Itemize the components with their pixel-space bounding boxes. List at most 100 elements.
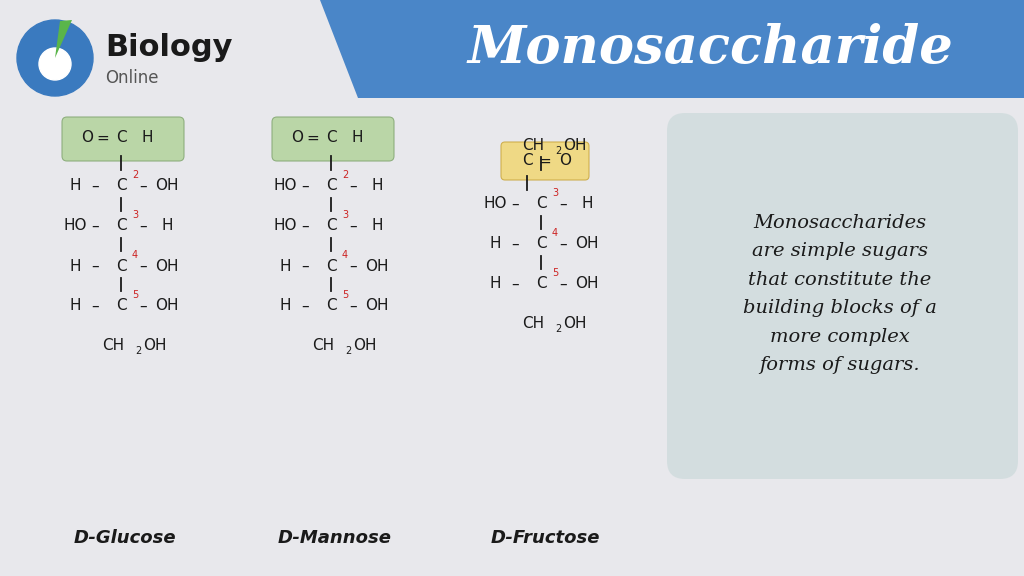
Text: OH: OH <box>563 316 587 332</box>
Text: OH: OH <box>143 339 167 354</box>
Text: 3: 3 <box>132 210 138 220</box>
Text: HO: HO <box>63 218 87 233</box>
Text: 3: 3 <box>552 188 558 198</box>
Text: –: – <box>511 196 519 211</box>
Text: 4: 4 <box>132 250 138 260</box>
Text: OH: OH <box>366 298 389 313</box>
Text: HO: HO <box>273 218 297 233</box>
Text: C: C <box>116 259 126 274</box>
Text: –: – <box>559 237 567 252</box>
Text: CH: CH <box>522 316 544 332</box>
Text: –: – <box>511 237 519 252</box>
Text: 2: 2 <box>345 346 351 356</box>
Text: H: H <box>280 259 291 274</box>
Text: 2: 2 <box>132 170 138 180</box>
FancyBboxPatch shape <box>501 142 589 180</box>
Text: OH: OH <box>156 259 179 274</box>
Text: OH: OH <box>353 339 377 354</box>
Text: H: H <box>141 131 153 146</box>
Text: HO: HO <box>483 196 507 211</box>
Text: =: = <box>306 131 319 146</box>
Text: H: H <box>489 237 501 252</box>
Text: –: – <box>559 196 567 211</box>
Text: OH: OH <box>156 179 179 194</box>
Circle shape <box>17 20 93 96</box>
Text: C: C <box>536 196 547 211</box>
Text: –: – <box>91 298 98 313</box>
Text: –: – <box>91 259 98 274</box>
Text: C: C <box>326 179 336 194</box>
Text: OH: OH <box>156 298 179 313</box>
Text: H: H <box>161 218 173 233</box>
Text: 5: 5 <box>552 268 558 278</box>
Text: 2: 2 <box>555 146 561 156</box>
Text: –: – <box>349 259 356 274</box>
Text: D-Fructose: D-Fructose <box>490 529 600 547</box>
Text: –: – <box>91 179 98 194</box>
Text: O: O <box>81 131 93 146</box>
Text: –: – <box>301 298 309 313</box>
Text: D-Glucose: D-Glucose <box>74 529 176 547</box>
Text: 3: 3 <box>342 210 348 220</box>
Text: Online: Online <box>105 69 159 87</box>
Text: H: H <box>70 298 81 313</box>
Text: –: – <box>301 259 309 274</box>
Text: 2: 2 <box>555 324 561 334</box>
Text: C: C <box>536 276 547 291</box>
Text: Monosaccharide: Monosaccharide <box>467 24 953 74</box>
Text: –: – <box>511 276 519 291</box>
Text: =: = <box>539 153 551 169</box>
Text: O: O <box>559 153 571 169</box>
Text: H: H <box>372 218 383 233</box>
Text: 2: 2 <box>135 346 141 356</box>
Text: 4: 4 <box>552 228 558 238</box>
Polygon shape <box>55 20 72 58</box>
Text: C: C <box>326 218 336 233</box>
Text: C: C <box>116 218 126 233</box>
Text: –: – <box>139 259 146 274</box>
Text: –: – <box>349 298 356 313</box>
FancyBboxPatch shape <box>272 117 394 161</box>
Text: 5: 5 <box>132 290 138 300</box>
Text: C: C <box>326 259 336 274</box>
Text: OH: OH <box>366 259 389 274</box>
Text: –: – <box>559 276 567 291</box>
Text: HO: HO <box>273 179 297 194</box>
Text: –: – <box>139 218 146 233</box>
Text: =: = <box>96 131 110 146</box>
Text: H: H <box>489 276 501 291</box>
Text: C: C <box>116 298 126 313</box>
Text: Monosaccharides
are simple sugars
that constitute the
building blocks of a
more : Monosaccharides are simple sugars that c… <box>743 214 937 374</box>
Text: OH: OH <box>575 276 599 291</box>
FancyBboxPatch shape <box>667 113 1018 479</box>
Text: –: – <box>91 218 98 233</box>
Text: C: C <box>116 131 126 146</box>
Text: H: H <box>351 131 362 146</box>
Text: H: H <box>70 259 81 274</box>
Text: H: H <box>280 298 291 313</box>
Text: H: H <box>70 179 81 194</box>
Text: –: – <box>139 298 146 313</box>
Text: C: C <box>116 179 126 194</box>
Text: C: C <box>536 237 547 252</box>
Text: H: H <box>372 179 383 194</box>
Text: Biology: Biology <box>105 33 232 63</box>
Text: 5: 5 <box>342 290 348 300</box>
Text: C: C <box>326 298 336 313</box>
Text: CH: CH <box>102 339 124 354</box>
Text: C: C <box>326 131 336 146</box>
Text: 2: 2 <box>342 170 348 180</box>
Text: C: C <box>521 153 532 169</box>
Text: O: O <box>291 131 303 146</box>
Text: –: – <box>349 218 356 233</box>
Text: –: – <box>301 179 309 194</box>
Text: –: – <box>349 179 356 194</box>
Text: OH: OH <box>575 237 599 252</box>
Text: D-Mannose: D-Mannose <box>278 529 392 547</box>
Text: –: – <box>139 179 146 194</box>
Text: –: – <box>301 218 309 233</box>
Text: 4: 4 <box>342 250 348 260</box>
Polygon shape <box>319 0 1024 98</box>
Text: H: H <box>582 196 593 211</box>
Text: CH: CH <box>312 339 334 354</box>
